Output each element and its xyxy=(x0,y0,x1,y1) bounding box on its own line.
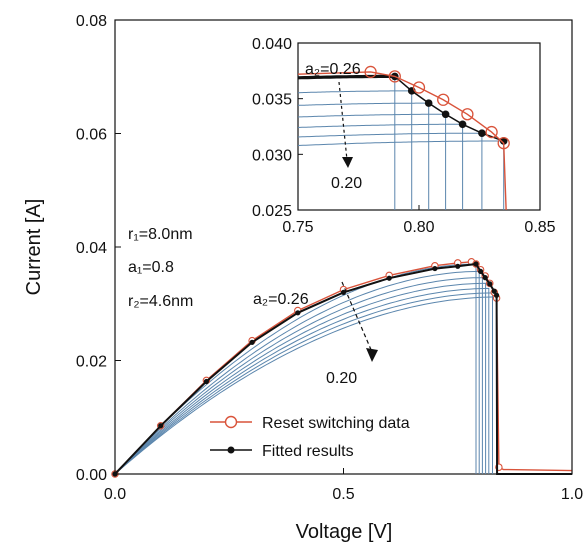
inset-fit-plateau xyxy=(298,74,395,80)
fit-point xyxy=(158,423,164,429)
param-r1: r₁=8.0nm xyxy=(128,226,193,243)
inset-y-tick-label: 0.040 xyxy=(252,36,292,53)
inset-data-series xyxy=(298,65,510,210)
fit-point xyxy=(482,275,488,281)
fit-point xyxy=(203,378,209,385)
legend-data-label: Reset switching data xyxy=(262,415,410,432)
param-r2: r₂=4.6nm xyxy=(128,293,193,310)
fit-family-line xyxy=(115,292,493,474)
inset-a2-arrowhead xyxy=(342,157,353,168)
fit-point xyxy=(487,281,493,287)
inset-fit-point xyxy=(478,129,486,137)
fit-point xyxy=(455,263,461,269)
y-tick-label: 0.06 xyxy=(76,127,107,144)
x-tick-label: 0.5 xyxy=(332,486,354,503)
y-tick-label: 0.00 xyxy=(76,467,107,484)
y-tick-label: 0.04 xyxy=(76,240,107,257)
inset-data-line xyxy=(298,71,507,210)
inset-fit-point xyxy=(424,99,433,107)
inset-axis-ticks: 0.75 0.80 0.85 0.025 0.030 0.035 0.040 xyxy=(252,36,556,236)
legend-data-marker xyxy=(224,415,238,429)
x-tick-label: 1.0 xyxy=(561,486,583,503)
fit-point xyxy=(493,292,500,298)
inset-y-tick-label: 0.035 xyxy=(252,92,292,109)
inset-y-tick-label: 0.025 xyxy=(252,203,292,220)
main-a2-arrow xyxy=(341,281,373,353)
inset-fit-point xyxy=(458,120,467,129)
y-axis-label: Current [A] xyxy=(23,199,45,296)
inset-x-tick-label: 0.80 xyxy=(403,219,434,236)
inset-a2-end-label: 0.20 xyxy=(331,175,362,192)
inset-a2-start-label: a₂=0.26 xyxy=(305,61,361,78)
inset-family-line xyxy=(298,102,430,210)
fit-family-line xyxy=(115,282,487,474)
inset-data-point xyxy=(461,108,474,121)
x-axis-label: Voltage [V] xyxy=(296,521,393,543)
fit-family-line xyxy=(115,277,483,474)
fit-family-line xyxy=(115,287,490,474)
main-a2-end-label: 0.20 xyxy=(326,370,357,387)
fit-family-line xyxy=(115,270,480,474)
inset-x-tick-label: 0.75 xyxy=(282,219,313,236)
inset-data-point xyxy=(497,137,510,150)
fit-point xyxy=(340,289,347,295)
inset-data-point xyxy=(388,70,401,83)
legend-fit-label: Fitted results xyxy=(262,443,354,460)
inset-y-tick-label: 0.030 xyxy=(252,147,292,164)
legend-fit-marker xyxy=(227,446,235,454)
param-a1: a₁=0.8 xyxy=(128,259,174,276)
inset-family-line xyxy=(298,132,483,210)
fit-point xyxy=(295,310,301,316)
inset-family-line xyxy=(298,113,447,210)
inset-family-line xyxy=(298,140,505,210)
inset-data-point xyxy=(485,125,498,139)
x-tick-label: 0.0 xyxy=(104,486,126,503)
inset-data-point xyxy=(364,65,377,79)
main-a2-arrowhead xyxy=(366,348,378,362)
fit-family-line xyxy=(115,296,498,474)
y-tick-label: 0.02 xyxy=(76,354,107,371)
main-a2-start-label: a₂=0.26 xyxy=(253,291,309,308)
main-axis-ticks: 0.0 0.5 1.0 0.00 0.02 0.04 0.06 0.08 xyxy=(76,13,583,503)
inset-fit-series xyxy=(298,72,508,145)
fit-point xyxy=(491,288,497,294)
fit-point xyxy=(432,265,438,272)
main-fit-family xyxy=(115,263,498,474)
inset-family-line xyxy=(298,90,413,210)
fit-point xyxy=(386,275,392,281)
inset-x-tick-label: 0.85 xyxy=(524,219,555,236)
inset-data-point xyxy=(412,81,426,94)
inset-family-line xyxy=(298,123,464,210)
inset-a2-arrow xyxy=(338,81,348,161)
fit-point xyxy=(478,268,484,275)
inset-fit-point xyxy=(499,137,508,145)
fit-point xyxy=(473,261,479,267)
inset-data-point xyxy=(437,93,450,106)
legend: Reset switching data Fitted results xyxy=(210,415,410,460)
y-tick-label: 0.08 xyxy=(76,13,107,30)
inset-fit-point xyxy=(441,110,450,119)
fit-point xyxy=(249,339,255,345)
main-fit-series xyxy=(112,261,572,477)
